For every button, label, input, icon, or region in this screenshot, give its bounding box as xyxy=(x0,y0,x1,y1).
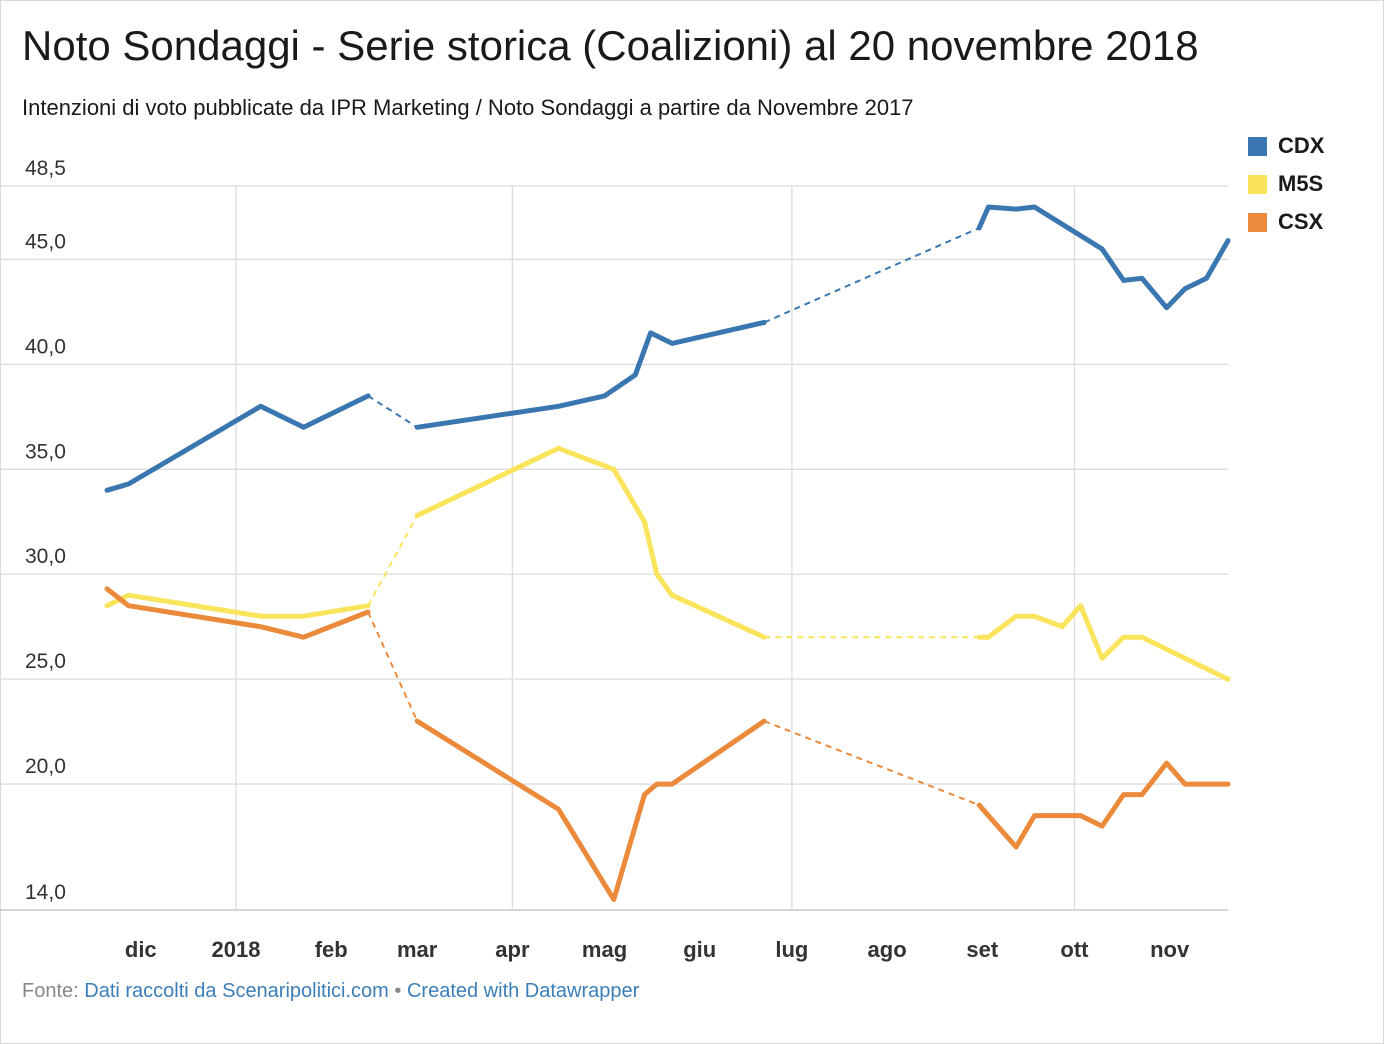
x-tick-label: lug xyxy=(775,937,808,962)
y-tick-label: 48,5 xyxy=(25,157,66,180)
y-tick-label: 20,0 xyxy=(25,755,66,778)
grid-layer xyxy=(0,185,1228,911)
source-link[interactable]: Dati raccolti da Scenaripolitici.com xyxy=(84,980,389,1002)
y-tick-label: 30,0 xyxy=(25,545,66,568)
legend-item-m5s: M5S xyxy=(1248,165,1324,203)
legend-item-cdx: CDX xyxy=(1248,127,1324,165)
x-tick-label: set xyxy=(966,937,998,962)
series-line-csx xyxy=(414,718,767,902)
series-line-cdx xyxy=(104,393,371,493)
series-line-csx xyxy=(976,760,1231,850)
datawrapper-credit-link[interactable]: Created with Datawrapper xyxy=(406,980,640,1002)
x-tick-label: ago xyxy=(868,937,907,962)
legend-label: CDX xyxy=(1278,133,1325,158)
x-tick-label: feb xyxy=(315,937,348,962)
x-tick-label: mar xyxy=(397,937,438,962)
legend-item-csx: CSX xyxy=(1248,203,1324,241)
series-gap-m5s xyxy=(367,514,419,607)
series-layer xyxy=(104,204,1231,902)
y-tick-label: 14,0 xyxy=(25,881,66,904)
legend: CDX M5S CSX xyxy=(1248,127,1324,241)
y-tick-label: 35,0 xyxy=(25,440,66,463)
series-line-cdx xyxy=(414,319,767,430)
series-line-csx xyxy=(104,586,371,640)
x-tick-label: nov xyxy=(1150,937,1190,962)
series-line-cdx xyxy=(976,204,1231,311)
series-gap-cdx xyxy=(763,227,980,324)
series-gap-cdx xyxy=(367,395,418,429)
x-tick-label: apr xyxy=(495,937,530,962)
source-prefix: Fonte: xyxy=(22,980,79,1002)
y-tick-label: 45,0 xyxy=(25,230,66,253)
x-tick-label: ott xyxy=(1060,937,1089,962)
x-tick-label: mag xyxy=(582,937,627,962)
footer: Fonte: Dati raccolti da Scenaripolitici.… xyxy=(22,980,639,1003)
legend-label: CSX xyxy=(1278,209,1324,234)
chart-subtitle: Intenzioni di voto pubblicate da IPR Mar… xyxy=(22,95,914,120)
x-tick-label: 2018 xyxy=(212,937,261,962)
footer-separator: • xyxy=(394,980,402,1002)
x-tick-label: dic xyxy=(125,937,157,962)
y-tick-label: 25,0 xyxy=(25,650,66,673)
legend-swatch xyxy=(1248,136,1267,156)
chart-title: Noto Sondaggi - Serie storica (Coalizion… xyxy=(22,22,1199,69)
series-gap-csx xyxy=(763,720,980,807)
y-tick-label: 40,0 xyxy=(25,335,66,358)
x-tick-label: giu xyxy=(683,937,716,962)
legend-swatch xyxy=(1248,212,1267,232)
legend-label: M5S xyxy=(1278,171,1324,196)
legend-swatch xyxy=(1248,174,1267,194)
series-line-m5s xyxy=(414,445,767,640)
series-line-m5s xyxy=(976,603,1231,682)
series-line-m5s xyxy=(104,592,371,619)
axis-layer: 14,0 20,0 25,0 30,0 35,0 40,0 45,0 48,5 dic 2018 f… xyxy=(25,157,1190,962)
series-gap-csx xyxy=(367,611,419,722)
